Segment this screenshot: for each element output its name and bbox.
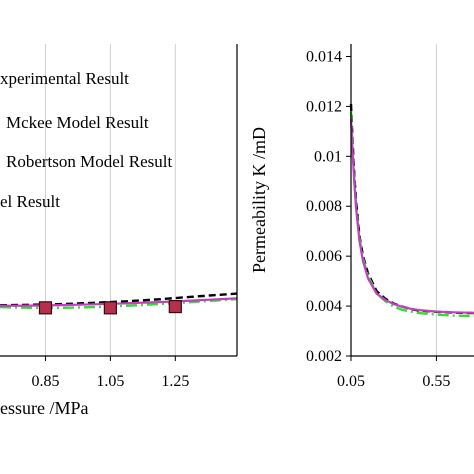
- right-y-tick-label: 0.008: [306, 198, 342, 215]
- right-series-solid-line: [349, 118, 474, 314]
- left-series-group: [0, 292, 238, 309]
- right-y-tick-label: 0.012: [306, 98, 342, 115]
- left-series-solid-line: [0, 297, 238, 307]
- right-series-group: [349, 103, 474, 318]
- left-x-tick-label: 1.25: [161, 373, 189, 390]
- right-y-tick-label: 0.01: [314, 148, 342, 165]
- left-chart: 0.85 1.05 1.25 xperimental Result Mckee Mo…: [0, 44, 238, 418]
- right-y-tick-label: 0.002: [306, 348, 342, 365]
- experimental-point: [103, 301, 117, 315]
- legend-entry-model: el Result: [0, 192, 60, 211]
- legend-entry-mckee: Mckee Model Result: [6, 113, 149, 132]
- right-y-tick-label: 0.004: [306, 298, 342, 315]
- right-x-tick-label: 0.05: [337, 373, 365, 390]
- left-legend: xperimental Result Mckee Model Result Ro…: [0, 69, 172, 211]
- right-y-axis-label: Permeability K /mD: [249, 127, 269, 273]
- right-x-tick-label: 0.55: [422, 373, 450, 390]
- left-experimental-markers: [38, 299, 182, 315]
- experimental-point: [38, 301, 53, 315]
- legend-entry-experimental: xperimental Result: [0, 69, 129, 88]
- experimental-point: [168, 299, 182, 314]
- right-chart: 0.05 0.55 0.0020.0040.0060.0080.010.0120.…: [249, 44, 474, 390]
- right-y-ticks: 0.002 0.004 0.006 0.008 0.01 0.012 0.014: [306, 48, 351, 365]
- legend-entry-robertson: Robertson Model Result: [6, 152, 172, 171]
- left-x-axis-label: essure /MPa: [0, 398, 89, 418]
- right-y-tick-label: 0.006: [306, 248, 342, 265]
- left-x-tick-label: 1.05: [96, 373, 124, 390]
- right-series-dash-dot-line: [349, 111, 474, 318]
- right-y-tick-label: 0.014: [306, 48, 342, 65]
- left-x-tick-label: 0.85: [31, 373, 59, 390]
- left-x-ticks: 0.85 1.05 1.25: [31, 356, 189, 390]
- right-x-ticks: 0.05 0.55: [337, 356, 450, 390]
